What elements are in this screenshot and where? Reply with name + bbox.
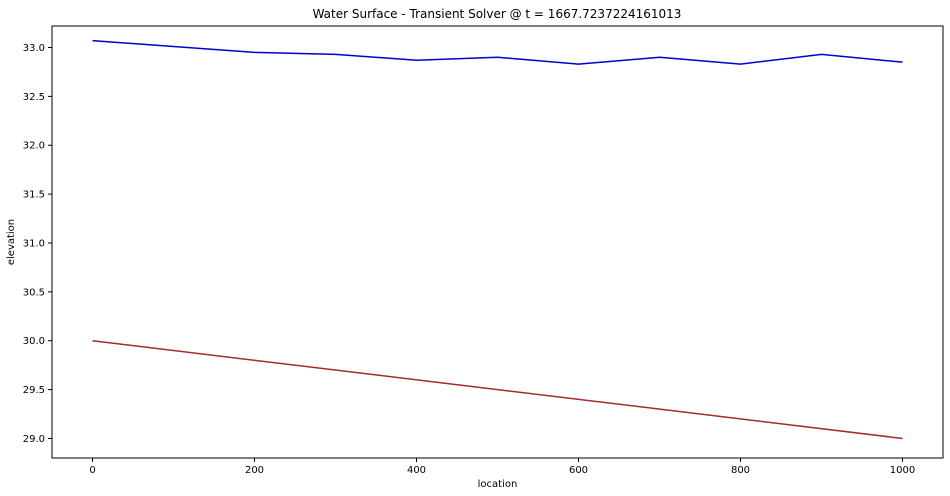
y-tick-label: 29.0 [23, 434, 45, 445]
x-tick-label: 0 [89, 465, 95, 476]
y-tick-label: 33.0 [23, 43, 45, 54]
x-tick-label: 400 [407, 465, 426, 476]
x-tick-label: 600 [569, 465, 588, 476]
series-line-1 [92, 339, 903, 440]
plot-area [51, 25, 944, 459]
x-tick-label: 200 [245, 465, 264, 476]
x-axis-label: location [478, 479, 518, 490]
y-tick-label: 31.5 [23, 190, 45, 201]
y-tick-label: 32.0 [23, 141, 45, 152]
y-tick-label: 30.0 [23, 336, 45, 347]
y-tick-label: 29.5 [23, 385, 45, 396]
series-layer [92, 39, 903, 440]
y-tick-label: 32.5 [23, 92, 45, 103]
y-tick-label: 30.5 [23, 287, 45, 298]
x-axis: 0 200 400 600 800 1000 [89, 458, 915, 476]
y-axis: 29.0 29.5 30.0 30.5 31.0 31.5 32.0 32.5 33.0 [23, 43, 52, 445]
y-tick-label: 31.0 [23, 238, 45, 249]
y-axis-label: elevation [6, 219, 17, 265]
series-line-0 [92, 39, 903, 65]
x-tick-label: 800 [731, 465, 750, 476]
x-tick-label: 1000 [890, 465, 915, 476]
chart-title: Water Surface - Transient Solver @ t = 1… [313, 7, 682, 21]
